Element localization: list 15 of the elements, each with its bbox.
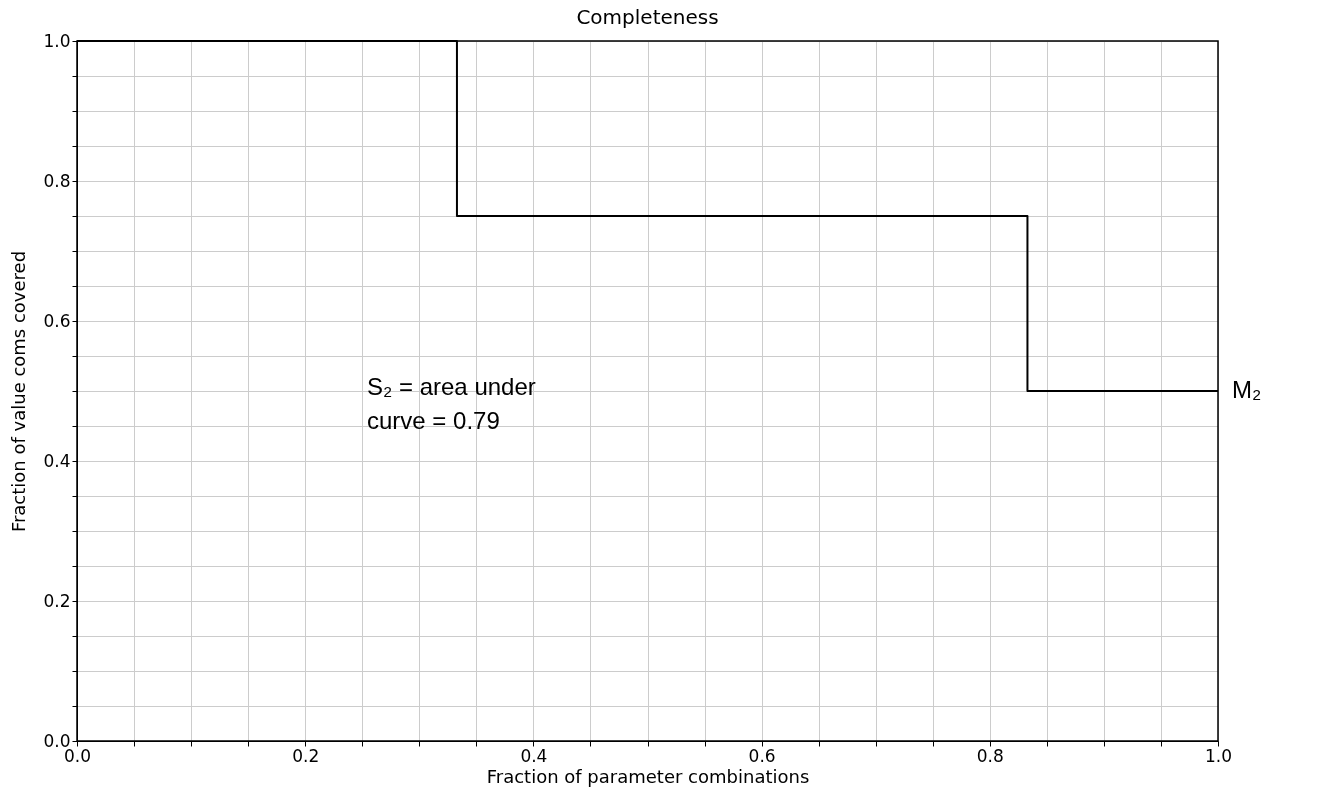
chart-title: Completeness — [576, 5, 719, 29]
y-axis-title: Fraction of value coms covered — [8, 250, 30, 533]
y-tick-label: 0.8 — [43, 170, 71, 191]
y-tick-label: 0.6 — [43, 310, 71, 331]
y-tick-label: 0.4 — [43, 450, 71, 471]
x-tick-label: 0.6 — [748, 745, 776, 766]
x-tick-label: 0.2 — [292, 745, 320, 766]
x-tick-label: 0.4 — [520, 745, 548, 766]
series-label: M₂ — [1232, 376, 1262, 403]
y-tick-label: 0.2 — [43, 590, 71, 611]
x-tick-label: 0.8 — [976, 745, 1004, 766]
x-tick-label: 1.0 — [1204, 745, 1233, 766]
annotation: S₂ = area under curve = 0.79 — [367, 373, 536, 434]
x-axis-title: Fraction of parameter combinations — [486, 765, 810, 787]
y-tick-label: 1.0 — [43, 30, 71, 51]
